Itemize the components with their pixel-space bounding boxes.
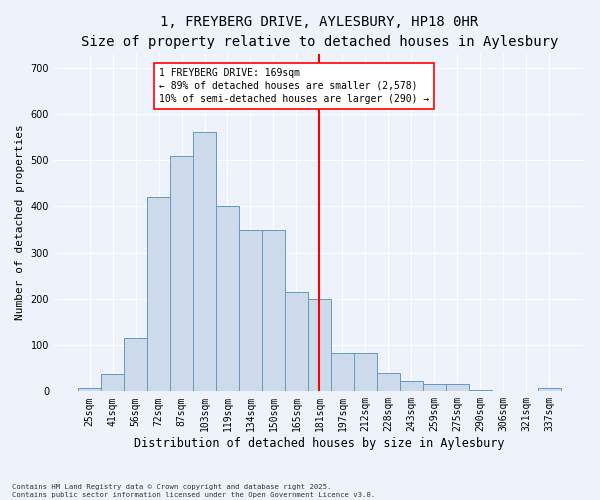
Bar: [400, 381, 423, 392]
Bar: [78, 388, 101, 392]
Bar: [331, 354, 354, 392]
Bar: [147, 197, 170, 392]
Bar: [193, 132, 216, 392]
Bar: [446, 384, 469, 392]
Y-axis label: Number of detached properties: Number of detached properties: [15, 124, 25, 320]
Bar: [262, 230, 285, 392]
Bar: [239, 230, 262, 392]
Bar: [170, 156, 193, 392]
Text: 1 FREYBERG DRIVE: 169sqm
← 89% of detached houses are smaller (2,578)
10% of sem: 1 FREYBERG DRIVE: 169sqm ← 89% of detach…: [158, 68, 429, 104]
Bar: [354, 354, 377, 392]
Text: Contains HM Land Registry data © Crown copyright and database right 2025.
Contai: Contains HM Land Registry data © Crown c…: [12, 484, 375, 498]
Bar: [101, 374, 124, 392]
Bar: [423, 384, 446, 392]
Bar: [469, 390, 492, 392]
Bar: [538, 388, 561, 392]
Bar: [216, 206, 239, 392]
Bar: [377, 373, 400, 392]
Title: 1, FREYBERG DRIVE, AYLESBURY, HP18 0HR
Size of property relative to detached hou: 1, FREYBERG DRIVE, AYLESBURY, HP18 0HR S…: [81, 15, 558, 48]
Bar: [124, 338, 147, 392]
Bar: [308, 299, 331, 392]
X-axis label: Distribution of detached houses by size in Aylesbury: Distribution of detached houses by size …: [134, 437, 505, 450]
Bar: [285, 292, 308, 392]
